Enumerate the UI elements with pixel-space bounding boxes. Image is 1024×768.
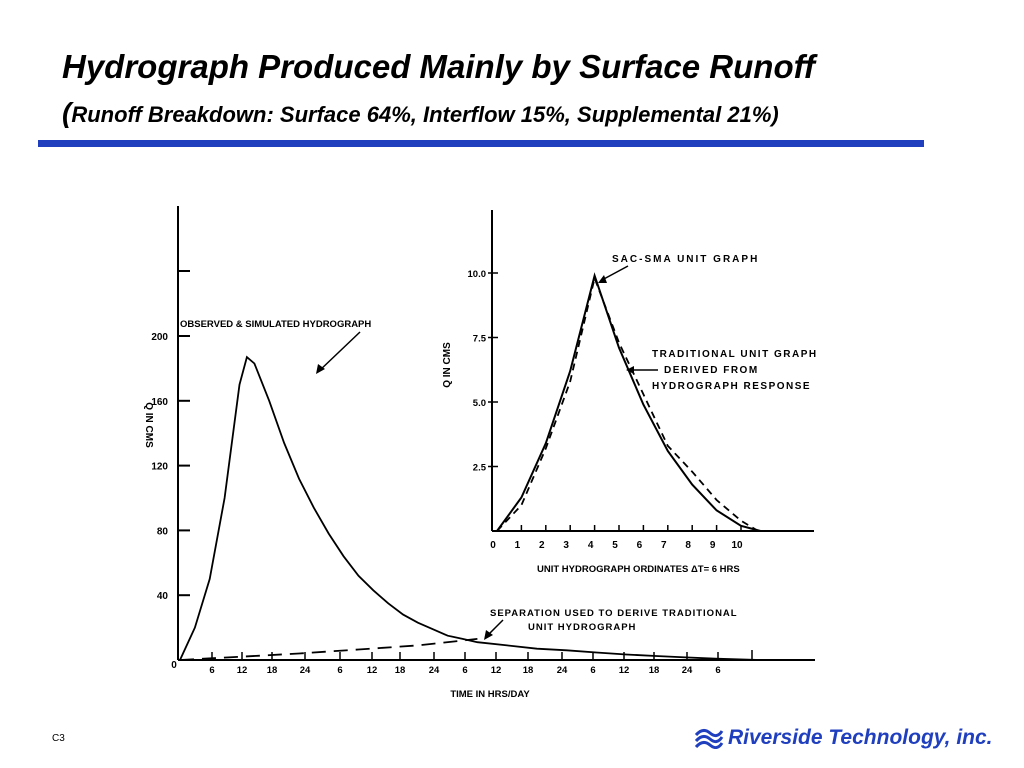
right-x-tick-label: 9 — [710, 540, 716, 551]
left-y-axis-label: Q IN CMS — [143, 402, 154, 448]
right-x-tick-label: 3 — [563, 540, 569, 551]
title-rule — [38, 140, 924, 147]
right-x-tick-label: 4 — [588, 540, 594, 551]
left-x-tick-label: 6 — [715, 665, 720, 676]
left-x-tick-label: 24 — [557, 665, 568, 676]
observed-arrow-line — [317, 331, 361, 373]
sac-sma-annotation: SAC-SMA UNIT GRAPH — [612, 254, 759, 265]
sac-sma-arrow-line — [601, 265, 629, 281]
right-y-tick-label: 10.0 — [468, 269, 487, 280]
subtitle-paren: ( — [62, 97, 72, 128]
slide-subtitle: (Runoff Breakdown: Surface 64%, Interflo… — [62, 97, 779, 129]
left-x-tick-label: 24 — [300, 665, 311, 676]
right-y-tick-label: 7.5 — [473, 334, 487, 345]
right-x-tick-label: 7 — [661, 540, 667, 551]
left-y-tick-label: 160 — [151, 397, 168, 408]
left-x-tick-label: 12 — [367, 665, 378, 676]
subtitle-text: Runoff Breakdown: Surface 64%, Interflow… — [71, 102, 779, 127]
left-x-axis-label: TIME IN HRS/DAY — [450, 689, 530, 700]
left-x-tick-label: 18 — [395, 665, 406, 676]
left-x-tick-label: 24 — [682, 665, 693, 676]
separation-dashed-line — [179, 638, 478, 661]
left-x-tick-label: 12 — [619, 665, 630, 676]
left-x-origin-label: 0 — [171, 660, 177, 671]
right-x-axis-label: UNIT HYDROGRAPH ORDINATES ΔT= 6 HRS — [537, 564, 740, 575]
right-chart: 2.5 5.0 7.5 10.0 0 1 2 3 4 5 6 7 8 9 10 Q IN CMS UNIT HY… — [442, 210, 818, 575]
right-y-tick-label: 2.5 — [473, 463, 487, 474]
left-x-tick-label: 6 — [337, 665, 342, 676]
left-x-tick-label: 18 — [649, 665, 660, 676]
slide-number: C3 — [52, 733, 65, 744]
slide-title: Hydrograph Produced Mainly by Surface Ru… — [62, 48, 815, 85]
sac-sma-unit-graph-line — [496, 272, 761, 532]
left-y-tick-label: 120 — [151, 462, 168, 473]
left-x-tick-label: 18 — [267, 665, 278, 676]
separation-arrow-head — [484, 630, 493, 640]
right-x-tick-label: 6 — [637, 540, 643, 551]
traditional-annotation-line2: DERIVED FROM — [664, 365, 759, 376]
left-x-tick-label: 6 — [462, 665, 467, 676]
left-x-tick-label: 12 — [491, 665, 502, 676]
wave-logo-icon — [694, 728, 724, 749]
traditional-annotation-line1: TRADITIONAL UNIT GRAPH — [652, 349, 818, 360]
logo-text: Riverside Technology, inc. — [728, 726, 993, 749]
left-x-tick-label: 18 — [523, 665, 534, 676]
left-x-tick-label: 6 — [590, 665, 595, 676]
right-x-tick-label: 1 — [515, 540, 521, 551]
right-x-tick-label: 0 — [490, 540, 496, 551]
left-y-tick-label: 200 — [151, 332, 168, 343]
right-y-tick-label: 5.0 — [473, 398, 486, 409]
traditional-annotation-line3: HYDROGRAPH RESPONSE — [652, 381, 811, 392]
left-x-tick-label: 24 — [429, 665, 440, 676]
separation-annotation-line2: UNIT HYDROGRAPH — [528, 622, 636, 633]
left-y-tick-label: 40 — [157, 591, 169, 602]
right-x-tick-label: 5 — [612, 540, 618, 551]
company-logo: Riverside Technology, inc. — [694, 722, 993, 754]
left-y-tick-label: 80 — [157, 526, 169, 537]
observed-annotation: OBSERVED & SIMULATED HYDROGRAPH — [180, 319, 371, 330]
right-x-tick-label: 10 — [731, 540, 743, 551]
traditional-arrow-head — [626, 366, 634, 374]
traditional-unit-graph-dashed-line — [496, 275, 759, 532]
left-x-tick-label: 12 — [237, 665, 248, 676]
observed-arrow-head — [316, 364, 325, 374]
right-y-axis-label: Q IN CMS — [442, 342, 453, 388]
separation-annotation-line1: SEPARATION USED TO DERIVE TRADITIONAL — [490, 608, 738, 619]
right-x-tick-label: 2 — [539, 540, 545, 551]
sac-sma-arrow-head — [598, 275, 607, 283]
observed-hydrograph-line — [179, 355, 761, 661]
left-x-tick-label: 6 — [209, 665, 214, 676]
right-x-tick-label: 8 — [685, 540, 691, 551]
